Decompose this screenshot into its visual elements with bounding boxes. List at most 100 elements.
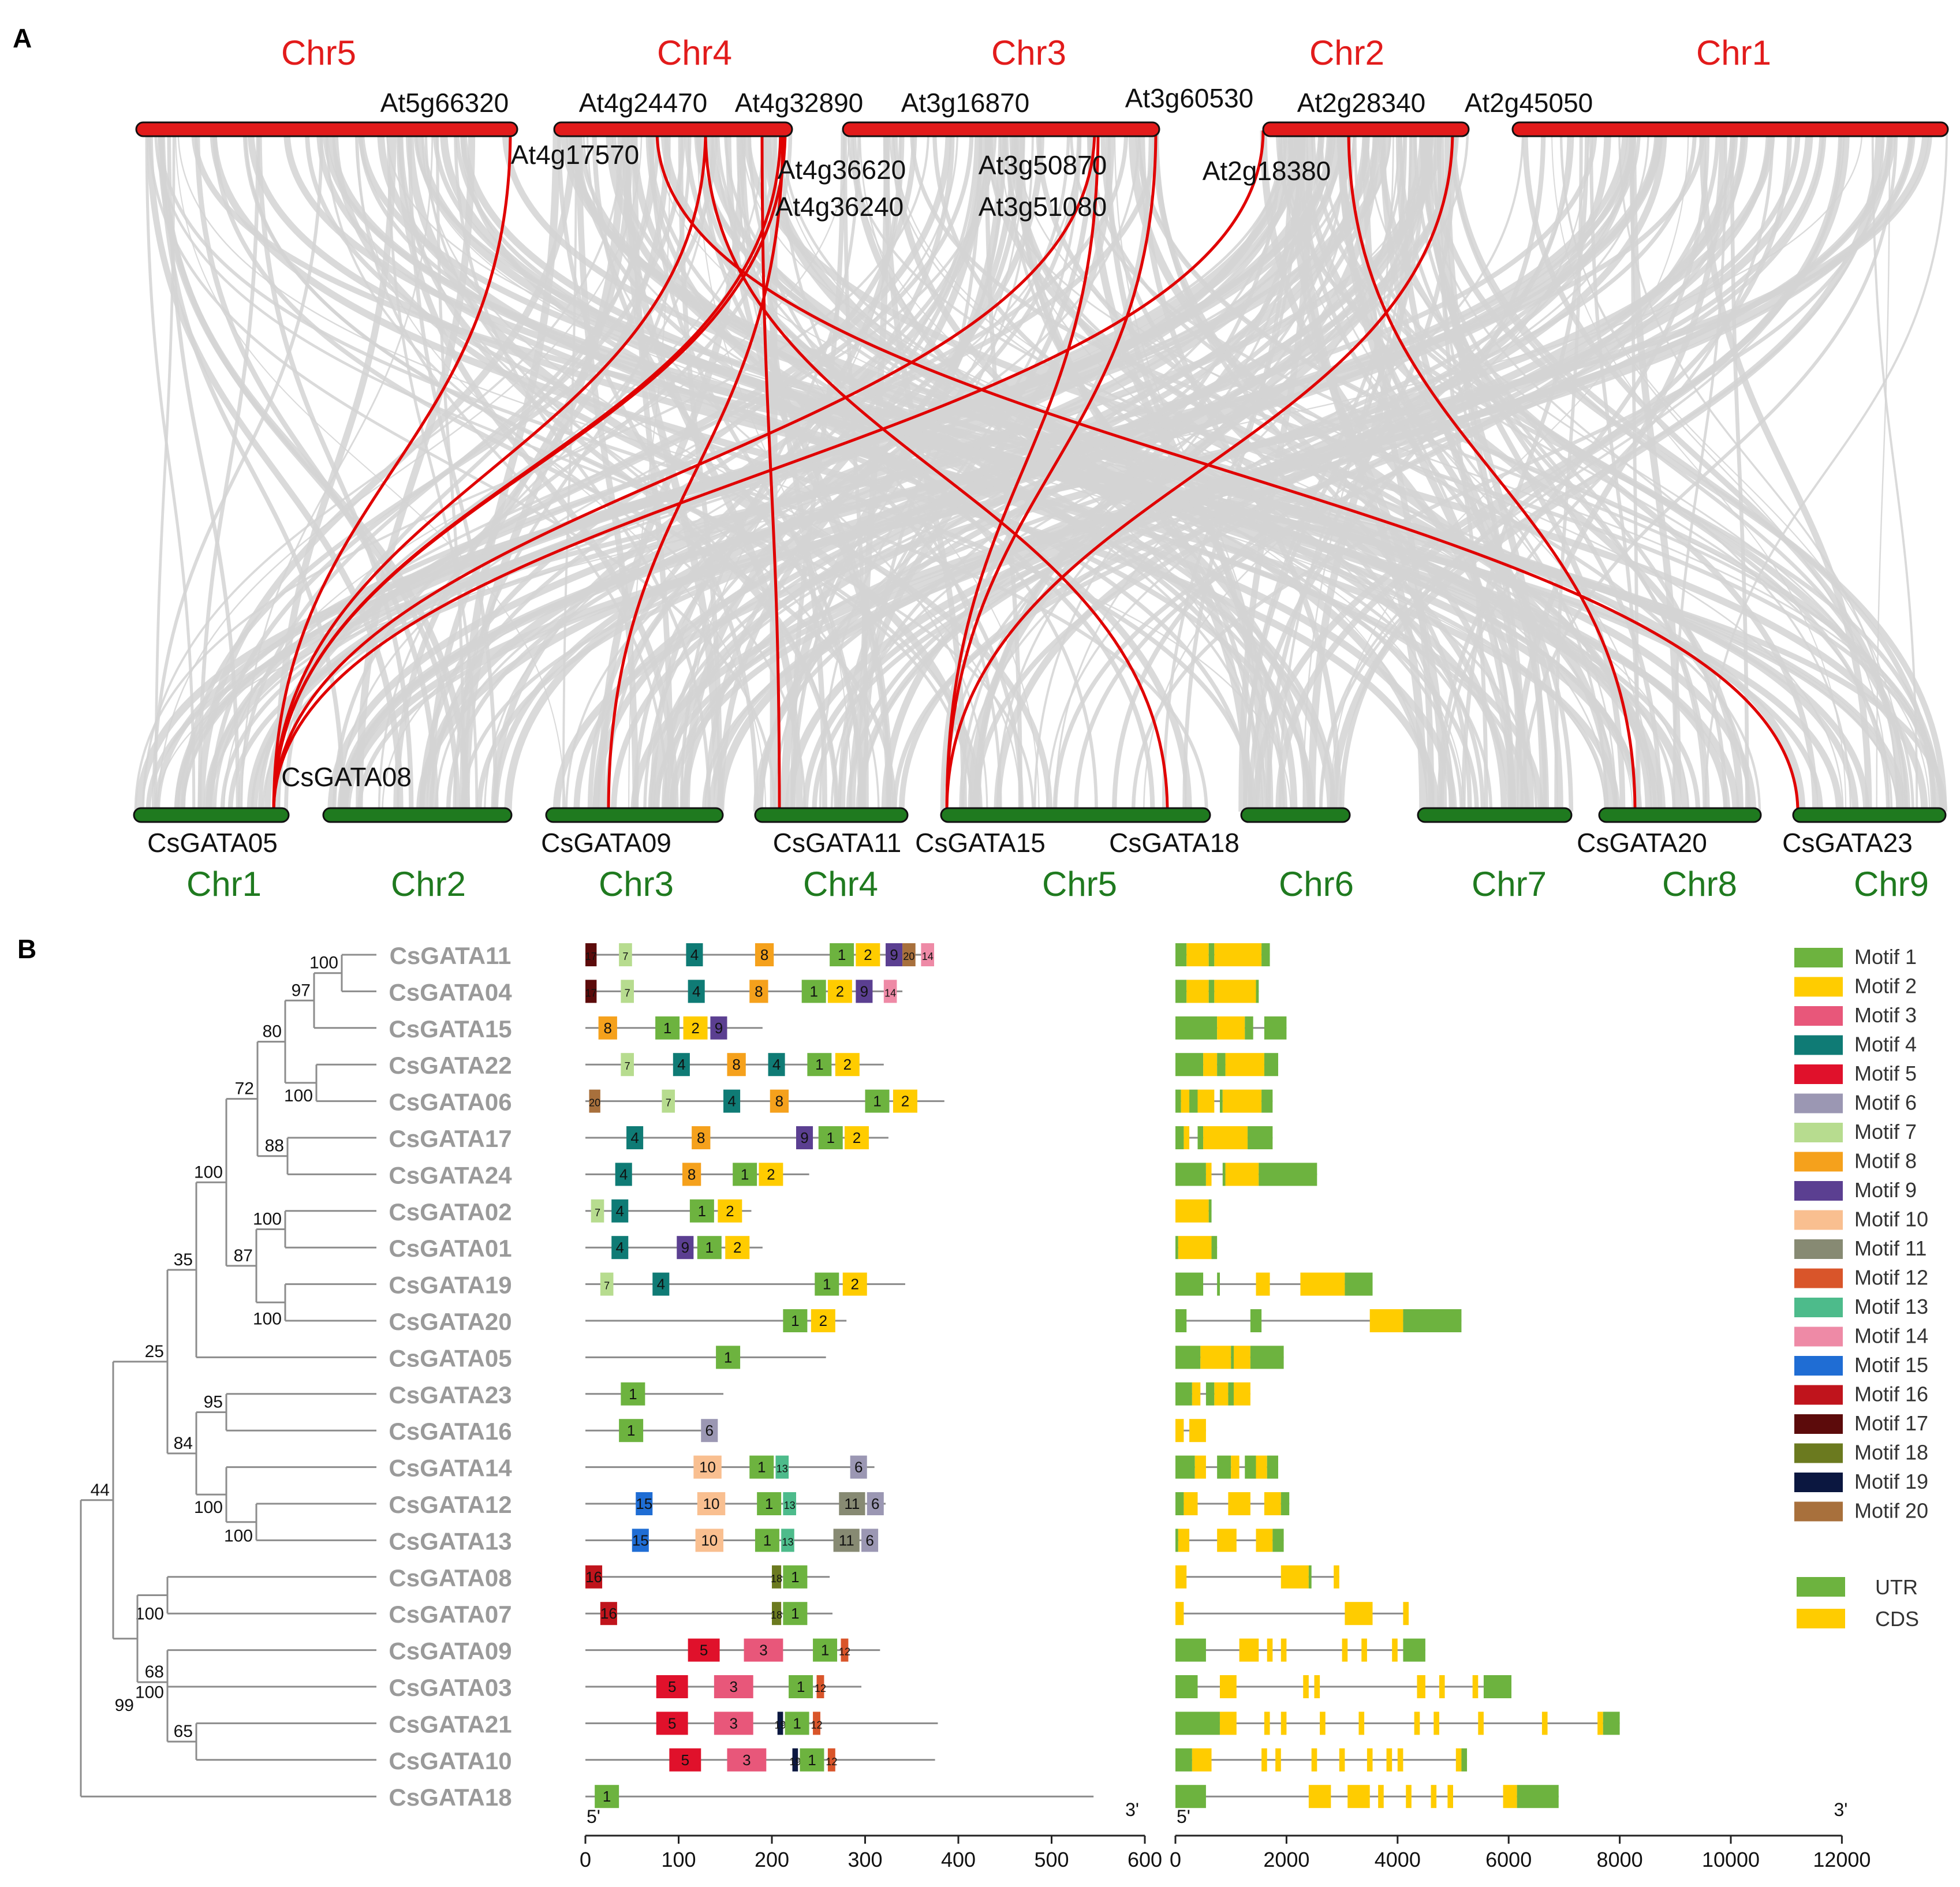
cds-box (1264, 1712, 1270, 1735)
motif-box (850, 1455, 867, 1479)
utr-box (1245, 1455, 1256, 1479)
utr-box (1250, 1346, 1284, 1369)
syntenic-link (241, 130, 434, 812)
cds-box (1345, 1602, 1373, 1626)
cds-box (1358, 1712, 1365, 1735)
syntenic-link (819, 130, 1034, 812)
syntenic-link (174, 130, 1346, 812)
arabidopsis-gene-label: At3g50870 (979, 150, 1107, 180)
axis-tick-label: 400 (941, 1848, 976, 1871)
motif-number: 19 (789, 1756, 801, 1768)
motif-box (611, 1199, 629, 1223)
motif-number: 3 (730, 1714, 738, 1732)
cucumber-chromosome-bar (545, 807, 724, 823)
motif-box (886, 943, 903, 966)
motif-number: 7 (604, 1280, 610, 1292)
motif-box (697, 1236, 722, 1260)
motif-legend-swatch (1794, 1443, 1843, 1463)
syntenic-link (606, 130, 1334, 812)
cds-box (1175, 1565, 1187, 1589)
orthologous-link (272, 130, 707, 812)
orthologous-link (655, 130, 1800, 812)
bootstrap-value: 100 (253, 1309, 282, 1328)
bootstrap-value: 68 (145, 1662, 164, 1682)
utr-box (1217, 1455, 1231, 1479)
motif-number: 4 (657, 1276, 665, 1293)
axis-tick-label: 6000 (1485, 1848, 1532, 1871)
utr-box (1267, 1455, 1278, 1479)
utr-box (1175, 1126, 1184, 1149)
motif-number: 11 (839, 1531, 854, 1549)
utr-box (1217, 1272, 1220, 1296)
syntenic-link (893, 130, 1652, 812)
motif-number: 6 (865, 1531, 873, 1549)
utr-box (1483, 1675, 1512, 1698)
syntenic-link (398, 130, 839, 812)
motif-box (662, 1089, 675, 1113)
syntenic-link (396, 130, 679, 812)
syntenic-link (1413, 130, 1707, 812)
motif-number: 8 (775, 1093, 783, 1110)
motif-legend-label: Motif 16 (1854, 1382, 1928, 1406)
motif-box (768, 1053, 785, 1077)
syntenic-link (1131, 130, 1892, 812)
cds-box (1275, 1748, 1281, 1772)
motif-box (783, 1309, 808, 1332)
cucumber-gene-label: CsGATA05 (147, 828, 278, 858)
motif-box (591, 1199, 604, 1223)
motif-number: 11 (844, 1495, 860, 1512)
scale-axes: 0 100 200 300 400 500 600 5' 3' 0 2000 4000 6000 8000… (580, 1799, 1871, 1871)
syntenic-link (460, 130, 1730, 812)
syntenic-link (1248, 130, 1546, 812)
cucumber-chromosome-label: Chr3 (599, 865, 674, 903)
utr-box (1250, 1309, 1262, 1332)
motif-number: 12 (811, 1719, 823, 1731)
motif-box (652, 1272, 670, 1296)
cds-box (1597, 1712, 1603, 1735)
cds-box (1231, 1455, 1240, 1479)
motif-number: 15 (636, 1495, 652, 1512)
cds-box (1403, 1602, 1409, 1626)
cds-box (1280, 1565, 1309, 1589)
motif-box (695, 1529, 724, 1552)
bootstrap-value: 100 (135, 1605, 164, 1624)
arabidopsis-chromosome-label: Chr4 (657, 33, 732, 72)
motif-box (861, 1529, 879, 1552)
arabidopsis-gene-label: At3g60530 (1125, 83, 1254, 113)
syntenic-link (622, 130, 722, 812)
motif-box (883, 980, 897, 1003)
syntenic-link (405, 130, 979, 812)
cds-box (1234, 1346, 1250, 1369)
syntenic-link (191, 130, 1947, 812)
motif-legend-swatch (1794, 1064, 1843, 1084)
motif-number: 7 (595, 1207, 600, 1219)
orthologous-link (760, 130, 781, 812)
motif-box (621, 1382, 645, 1406)
motif-legend-label: Motif 5 (1854, 1062, 1917, 1085)
motif-box (867, 1492, 884, 1515)
motif-box (636, 1492, 653, 1515)
motif-number: 12 (839, 1646, 850, 1658)
orthologous-link (272, 130, 1096, 812)
utr-box (1175, 980, 1187, 1003)
syntenic-link (342, 130, 1637, 812)
cucumber-gene-label: CsGATA09 (541, 828, 671, 858)
utr-box (1175, 1016, 1218, 1040)
syntenic-links (134, 130, 1948, 812)
motif-number: 9 (715, 1019, 723, 1037)
motif-box (759, 1163, 783, 1186)
motif-box (677, 1236, 694, 1260)
motif-box (598, 1016, 617, 1040)
cds-box (1175, 1419, 1184, 1443)
orthologous-link (945, 130, 1454, 812)
utr-box (1175, 1638, 1206, 1662)
motif-box (815, 1272, 839, 1296)
bootstrap-value: 100 (194, 1498, 223, 1517)
motif-legend-label: Motif 14 (1854, 1324, 1928, 1348)
syntenic-link (416, 130, 1663, 812)
axis-tick-label: 10000 (1702, 1848, 1760, 1871)
motif-number: 4 (616, 1202, 624, 1220)
motif-number: 12 (815, 1683, 826, 1694)
motif-legend-swatch (1794, 1385, 1843, 1405)
orthologous-link (272, 130, 782, 812)
